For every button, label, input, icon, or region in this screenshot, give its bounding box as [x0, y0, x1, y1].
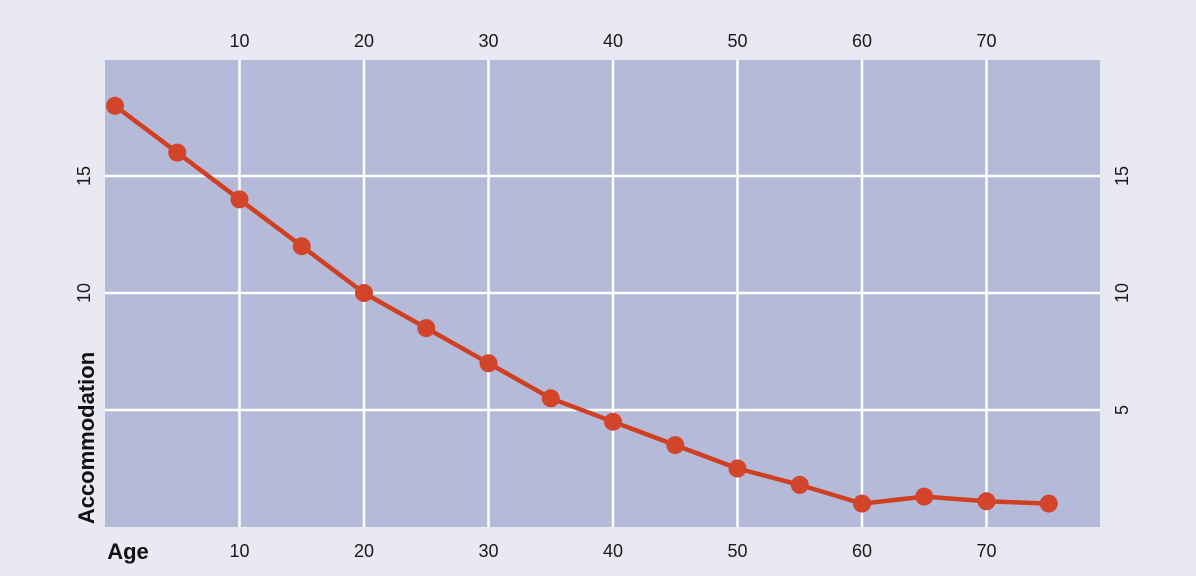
- data-point: [604, 412, 622, 431]
- bottom-x-tick-label: 50: [727, 541, 747, 561]
- data-point: [541, 389, 560, 408]
- bottom-x-tick-label: 40: [603, 541, 623, 561]
- data-point: [355, 284, 373, 302]
- x-axis-label: Age: [107, 539, 149, 564]
- bottom-x-tick-label: 10: [229, 541, 249, 561]
- bottom-x-tick-label: 70: [976, 541, 996, 561]
- bottom-x-tick-label: 30: [478, 541, 498, 561]
- top-x-tick-label: 60: [852, 31, 872, 51]
- data-point: [915, 487, 934, 506]
- top-x-tick-label: 50: [727, 31, 747, 51]
- data-point: [230, 190, 249, 209]
- top-x-tick-label: 20: [354, 31, 374, 51]
- data-point: [168, 143, 187, 162]
- data-point: [666, 436, 685, 455]
- data-point: [292, 237, 311, 256]
- data-point: [728, 459, 747, 478]
- top-x-tick-label: 10: [229, 31, 249, 51]
- grid-lines: [105, 60, 1100, 527]
- data-points: [106, 96, 1058, 513]
- series-line: [112, 103, 1052, 506]
- data-point: [977, 492, 996, 511]
- top-x-tick-label: 40: [603, 31, 623, 51]
- data-point: [106, 96, 124, 115]
- top-x-tick-label: 30: [478, 31, 498, 51]
- left-y-tick-label: 10: [74, 283, 94, 303]
- data-point: [790, 475, 809, 494]
- bottom-x-tick-label: 20: [354, 541, 374, 561]
- data-point: [479, 354, 498, 373]
- bottom-x-tick-label: 60: [852, 541, 872, 561]
- left-y-tick-labels: 10 15: [74, 166, 94, 303]
- right-y-tick-label: 5: [1112, 405, 1132, 415]
- right-y-tick-label: 10: [1112, 283, 1132, 303]
- bottom-x-tick-labels: 10 20 30 40 50 60 70: [229, 541, 996, 561]
- y-axis-label: Accommodation: [74, 352, 99, 524]
- data-point: [417, 319, 436, 338]
- left-y-tick-label: 15: [74, 166, 94, 186]
- right-y-tick-labels: 5 10 15: [1112, 166, 1132, 415]
- data-point: [853, 494, 871, 513]
- data-point: [1039, 494, 1058, 513]
- top-x-tick-label: 70: [976, 31, 996, 51]
- right-y-tick-label: 15: [1112, 166, 1132, 186]
- top-x-tick-labels: 10 20 30 40 50 60 70: [229, 31, 996, 51]
